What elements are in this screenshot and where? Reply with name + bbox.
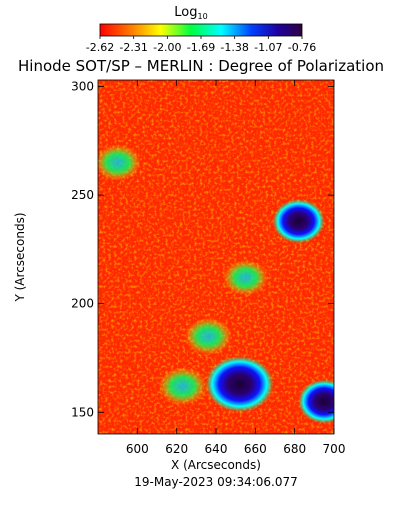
x-tick-label: 600: [126, 442, 149, 456]
colorbar-tick-label: -1.69: [187, 41, 215, 54]
polarization-feature: [205, 356, 274, 413]
y-axis-label: Y (Arcseconds): [13, 212, 27, 302]
colorbar-tick-label: -0.76: [288, 41, 316, 54]
polarization-feature: [184, 317, 232, 355]
colorbar: [99, 23, 303, 37]
x-tick-label: 680: [283, 442, 306, 456]
heatmap-image: [98, 80, 334, 434]
y-tick-label: 300: [71, 80, 94, 94]
y-tick-label: 150: [71, 405, 94, 419]
x-tick-label: 660: [244, 442, 267, 456]
polarization-feature: [158, 367, 207, 406]
x-axis-label: X (Arcseconds): [171, 458, 261, 472]
chart-title: Hinode SOT/SP – MERLIN : Degree of Polar…: [18, 57, 384, 75]
colorbar-tick-label: -2.62: [86, 41, 114, 54]
y-tick-label: 200: [71, 297, 94, 311]
polarization-feature: [272, 199, 325, 244]
polarization-feature: [223, 260, 268, 296]
x-tick-label: 620: [165, 442, 188, 456]
colorbar-label: Log10: [174, 5, 207, 21]
x-tick-label: 640: [205, 442, 228, 456]
y-tick-label: 250: [71, 188, 94, 202]
colorbar-ticks: -2.62 -2.31 -2.00 -1.69 -1.38 -1.07 -0.76: [86, 36, 316, 54]
polarization-feature: [298, 379, 334, 424]
timestamp: 19-May-2023 09:34:06.077: [134, 475, 298, 489]
axis-ticks: 600 620 640 660 680 700 150 200 250 300: [71, 80, 345, 456]
polarization-feature: [98, 144, 141, 181]
colorbar-tick-label: -2.31: [119, 41, 147, 54]
colorbar-tick-label: -1.07: [254, 41, 282, 54]
x-tick-label: 700: [323, 442, 346, 456]
colorbar-tick-label: -2.00: [153, 41, 181, 54]
colorbar-tick-label: -1.38: [220, 41, 248, 54]
